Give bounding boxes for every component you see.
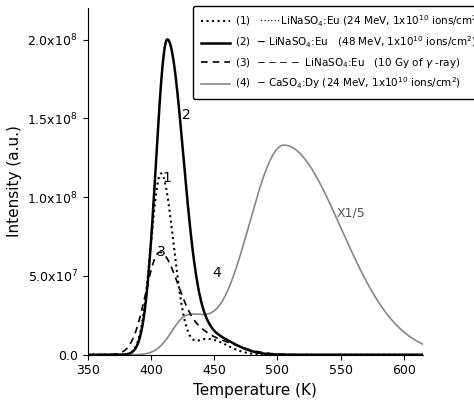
Text: 3: 3 <box>156 245 165 259</box>
Text: X1/5: X1/5 <box>337 207 365 220</box>
Text: 2: 2 <box>182 108 191 122</box>
Text: 1: 1 <box>163 171 172 185</box>
X-axis label: Temperature (K): Temperature (K) <box>193 383 317 398</box>
Legend: (1)   $\cdots\cdots$LiNaSO$_4$:Eu (24 MeV, 1x10$^{10}$ ions/cm$^2$), (2)  $\bold: (1) $\cdots\cdots$LiNaSO$_4$:Eu (24 MeV,… <box>193 6 474 98</box>
Y-axis label: Intensity (a.u.): Intensity (a.u.) <box>7 126 22 237</box>
Text: 4: 4 <box>212 266 221 280</box>
